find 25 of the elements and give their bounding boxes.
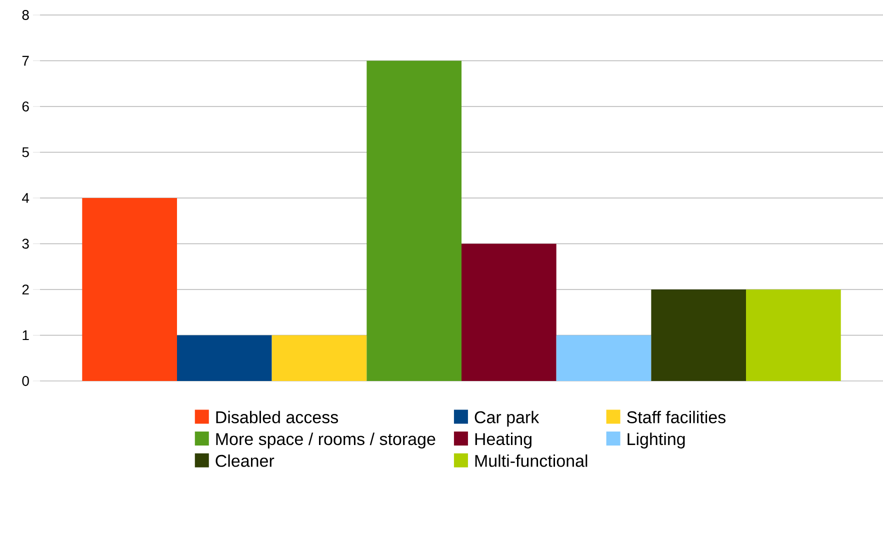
bar [366,60,462,381]
bar [272,335,367,381]
y-tick-label: 2 [22,284,29,294]
y-tick-label: 8 [22,10,29,20]
bar [82,198,177,381]
legend-label: More space / rooms / storage [216,432,436,448]
y-tick-label: 1 [22,330,29,340]
y-tick-label: 4 [22,193,30,203]
y-tick-label: 7 [22,56,29,66]
legend-label: Cleaner [216,454,274,467]
y-tick-label: 3 [22,238,29,249]
legend-label: Disabled access [216,410,338,424]
legend-label: Lighting [628,432,685,448]
bar [462,244,556,381]
legend-label: Multi-functional [475,454,588,467]
y-tick-label: 5 [22,147,29,158]
y-tick-label: 0 [22,376,29,386]
bar [651,289,746,381]
legend-label: Car park [474,410,540,427]
bar [556,335,652,381]
legend-label: Staff facilities [627,410,726,424]
bar [176,335,272,381]
legend-label: Heating [475,432,532,448]
bar [746,289,841,381]
y-tick-label: 6 [22,102,29,112]
